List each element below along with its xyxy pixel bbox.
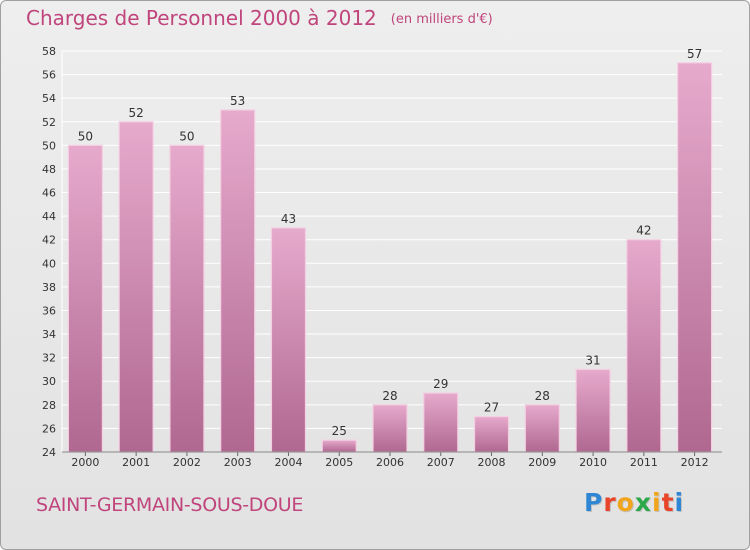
data-label: 28	[382, 389, 397, 403]
logo-letter: t	[661, 488, 675, 517]
data-label: 27	[484, 401, 499, 415]
bar-2000	[67, 144, 103, 453]
x-axis: 2000 2001 2002 2003 2004 2005 2006 2007 2008 2009…	[62, 451, 722, 469]
x-tick-label: 2005	[325, 456, 353, 469]
bar-2009	[524, 404, 560, 453]
y-tick-label: 30	[42, 375, 56, 388]
data-label: 53	[230, 94, 245, 108]
data-label: 25	[332, 424, 347, 438]
data-label: 43	[281, 212, 296, 226]
bar-2004	[270, 227, 307, 453]
x-tick-label: 2006	[376, 456, 404, 469]
data-label: 28	[535, 389, 550, 403]
logo-letter: x	[634, 488, 652, 517]
y-tick-label: 24	[42, 446, 56, 459]
y-tick-label: 26	[42, 422, 56, 435]
place-name: SAINT-GERMAIN-SOUS-DOUE	[36, 494, 304, 516]
data-label: 29	[433, 377, 448, 391]
y-tick-label: 34	[42, 328, 56, 341]
y-tick-label: 28	[42, 399, 56, 412]
data-label: 31	[585, 353, 600, 367]
data-label: 57	[687, 47, 702, 61]
y-tick-label: 44	[42, 210, 56, 223]
data-label: 50	[78, 129, 93, 143]
bar-2007	[423, 392, 459, 453]
x-tick-label: 2010	[579, 456, 607, 469]
y-tick-label: 46	[42, 187, 56, 200]
y-axis: 24 26 28 30 32 34 36 38 40 42 44 46 48 50 52 54 56 58	[42, 45, 63, 459]
y-tick-label: 42	[42, 234, 56, 247]
x-tick-label: 2008	[478, 456, 506, 469]
bars	[67, 62, 713, 453]
bar-2010	[575, 368, 611, 453]
title-row: Charges de Personnel 2000 à 2012 (en mill…	[26, 6, 493, 30]
x-tick-label: 2003	[224, 456, 252, 469]
y-tick-label: 38	[42, 281, 56, 294]
y-tick-label: 58	[42, 45, 56, 58]
data-label: 42	[636, 224, 651, 238]
y-tick-label: 50	[42, 139, 56, 152]
bar-2012	[677, 62, 713, 453]
bar-2008	[473, 416, 510, 453]
x-tick-label: 2000	[71, 456, 99, 469]
logo-letter: P	[584, 488, 604, 517]
x-tick-label: 2012	[681, 456, 709, 469]
bar-2011	[626, 239, 662, 453]
data-label: 50	[179, 129, 194, 143]
x-tick-label: 2011	[630, 456, 658, 469]
chart-subtitle: (en milliers d'€)	[390, 12, 493, 27]
y-tick-label: 54	[42, 92, 56, 105]
bar-2003	[220, 109, 256, 453]
y-tick-label: 48	[42, 163, 56, 176]
y-tick-label: 40	[42, 257, 56, 270]
bar-2006	[372, 404, 408, 453]
chart-title: Charges de Personnel 2000 à 2012	[26, 6, 377, 30]
y-tick-label: 32	[42, 352, 56, 365]
x-tick-label: 2004	[274, 456, 302, 469]
logo-letter: i	[652, 488, 662, 517]
bar-2002	[169, 144, 205, 453]
bar-2001	[118, 121, 154, 453]
bar-2005	[321, 439, 357, 453]
data-labels: 50 52 50 53 43 25 28 29 27 28 31 42 57	[78, 47, 703, 438]
y-tick-label: 56	[42, 69, 56, 82]
y-tick-label: 52	[42, 116, 56, 129]
x-tick-label: 2007	[427, 456, 455, 469]
x-tick-label: 2002	[173, 456, 201, 469]
x-tick-label: 2001	[122, 456, 150, 469]
logo-letter: o	[616, 488, 635, 517]
logo-letter: i	[674, 488, 685, 517]
x-tick-label: 2009	[528, 456, 556, 469]
y-tick-label: 36	[42, 304, 56, 317]
logo-letter: r	[603, 488, 617, 517]
data-label: 52	[129, 106, 144, 120]
proxiti-logo[interactable]: Proxiti	[584, 488, 684, 517]
